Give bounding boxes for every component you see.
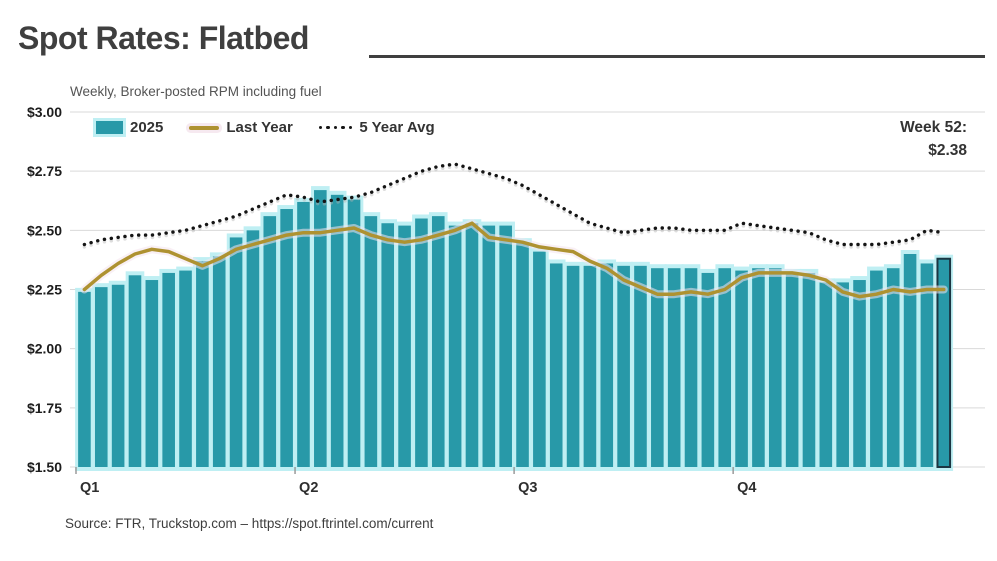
bar-week-51 [920,263,934,467]
bar-week-43 [785,272,799,467]
bar-week-23 [448,225,462,467]
x-axis-label: Q3 [518,480,537,496]
bar-week-50 [903,254,917,467]
y-axis-label: $3.00 [27,104,62,120]
legend-item-2025: 2025 [96,119,163,136]
bar-week-45 [819,282,833,467]
chart-subtitle: Weekly, Broker-posted RPM including fuel [70,84,322,99]
week-52-annotation: Week 52: $2.38 [900,116,967,163]
bar-week-5 [145,280,159,467]
x-axis-label: Q4 [737,480,756,496]
bar-week-49 [886,268,900,467]
bar-week-32 [600,263,614,467]
chart-legend: 2025 Last Year 5 Year Avg [96,119,435,136]
annotation-week-label: Week 52: [900,119,967,136]
dotted-line-swatch-icon [318,125,353,130]
bar-week-22 [431,216,445,467]
bar-week-20 [398,225,411,467]
bar-week-18 [364,216,378,467]
bar-week-46 [836,282,849,467]
bar-week-36 [667,268,681,467]
x-axis-label: Q2 [299,480,318,496]
y-axis-label: $2.00 [27,341,62,357]
page-title: Spot Rates: Flatbed [18,20,309,56]
title-underline [369,55,985,58]
y-axis-label: $2.75 [27,163,62,179]
bar-week-11 [246,230,260,467]
bar-week-40 [735,270,748,467]
five-year-avg-line-shadow [82,164,946,249]
bar-week-26 [499,225,512,467]
y-axis-label: $1.75 [27,400,62,416]
bar-week-28 [533,251,546,467]
bar-week-35 [651,268,664,467]
bar-week-19 [381,223,395,467]
legend-label: Last Year [226,119,293,136]
bar-week-7 [179,270,192,467]
bar-week-10 [229,237,243,467]
bar-week-9 [212,256,226,467]
bar-week-1 [78,291,91,467]
bar-week-25 [482,225,496,467]
legend-item-last-year: Last Year [189,119,293,136]
x-axis-label: Q1 [80,480,99,496]
y-axis-label: $2.25 [27,282,62,298]
bar-week-41 [752,268,765,467]
bar-week-42 [768,268,782,467]
bar-week-27 [516,242,529,467]
bar-week-33 [617,265,630,467]
bar-week-14 [297,201,310,467]
bar-week-38 [701,272,715,467]
bar-week-39 [718,268,732,467]
bar-week-31 [583,265,597,467]
legend-item-5-year-avg: 5 Year Avg [318,119,435,136]
bar-week-44 [802,272,816,467]
bar-week-4 [128,275,142,467]
bar-week-47 [853,280,866,467]
bar-week-34 [634,265,647,467]
bar-week-21 [415,218,428,467]
bar-week-2 [94,287,108,467]
y-axis-label: $1.50 [27,459,62,475]
y-axis-label: $2.50 [27,222,62,238]
bar-swatch-icon [96,121,123,134]
five-year-avg-line [82,162,946,247]
bar-week-12 [263,216,277,467]
bar-week-3 [111,284,125,467]
legend-label: 5 Year Avg [359,119,435,136]
bar-week-13 [280,209,293,468]
last-year-line [82,221,946,299]
annotation-value: $2.38 [928,142,967,160]
bar-week-37 [684,268,698,467]
bar-week-29 [549,263,563,467]
line-swatch-icon [189,125,220,130]
legend-label: 2025 [130,119,164,136]
bar-week-30 [566,265,580,467]
bar-week-52-highlighted [936,257,952,468]
bar-week-17 [347,199,361,468]
bar-week-6 [162,272,175,467]
bar-week-15 [314,190,327,467]
source-note: Source: FTR, Truckstop.com – https://spo… [65,516,434,531]
bar-week-24 [465,223,479,467]
bar-week-16 [330,194,344,468]
bar-week-48 [870,270,883,467]
bar-week-8 [196,261,209,467]
